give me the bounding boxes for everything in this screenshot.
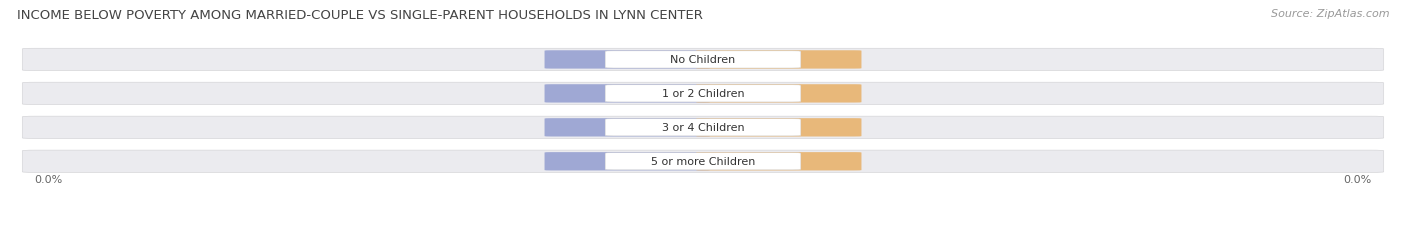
Text: 0.0%: 0.0% xyxy=(613,89,641,99)
Text: 0.0%: 0.0% xyxy=(765,55,793,65)
Text: 0.0%: 0.0% xyxy=(613,55,641,65)
FancyBboxPatch shape xyxy=(696,119,862,137)
Text: 1 or 2 Children: 1 or 2 Children xyxy=(662,89,744,99)
Text: 5 or more Children: 5 or more Children xyxy=(651,157,755,167)
FancyBboxPatch shape xyxy=(605,85,801,103)
Text: 0.0%: 0.0% xyxy=(613,123,641,133)
Text: 0.0%: 0.0% xyxy=(35,174,63,184)
FancyBboxPatch shape xyxy=(544,85,710,103)
Text: INCOME BELOW POVERTY AMONG MARRIED-COUPLE VS SINGLE-PARENT HOUSEHOLDS IN LYNN CE: INCOME BELOW POVERTY AMONG MARRIED-COUPL… xyxy=(17,9,703,22)
FancyBboxPatch shape xyxy=(544,119,710,137)
FancyBboxPatch shape xyxy=(22,151,1384,173)
FancyBboxPatch shape xyxy=(544,152,710,171)
FancyBboxPatch shape xyxy=(605,52,801,69)
Text: 0.0%: 0.0% xyxy=(765,123,793,133)
FancyBboxPatch shape xyxy=(22,83,1384,105)
FancyBboxPatch shape xyxy=(696,85,862,103)
Text: No Children: No Children xyxy=(671,55,735,65)
FancyBboxPatch shape xyxy=(605,119,801,136)
FancyBboxPatch shape xyxy=(696,51,862,69)
FancyBboxPatch shape xyxy=(696,152,862,171)
FancyBboxPatch shape xyxy=(544,51,710,69)
Text: 3 or 4 Children: 3 or 4 Children xyxy=(662,123,744,133)
FancyBboxPatch shape xyxy=(22,117,1384,139)
FancyBboxPatch shape xyxy=(22,49,1384,71)
Text: 0.0%: 0.0% xyxy=(765,89,793,99)
Text: 0.0%: 0.0% xyxy=(1343,174,1371,184)
Text: Source: ZipAtlas.com: Source: ZipAtlas.com xyxy=(1271,9,1389,19)
FancyBboxPatch shape xyxy=(605,153,801,170)
Text: 0.0%: 0.0% xyxy=(765,157,793,167)
Text: 0.0%: 0.0% xyxy=(613,157,641,167)
Legend: Married Couples, Single Parents: Married Couples, Single Parents xyxy=(591,228,815,231)
